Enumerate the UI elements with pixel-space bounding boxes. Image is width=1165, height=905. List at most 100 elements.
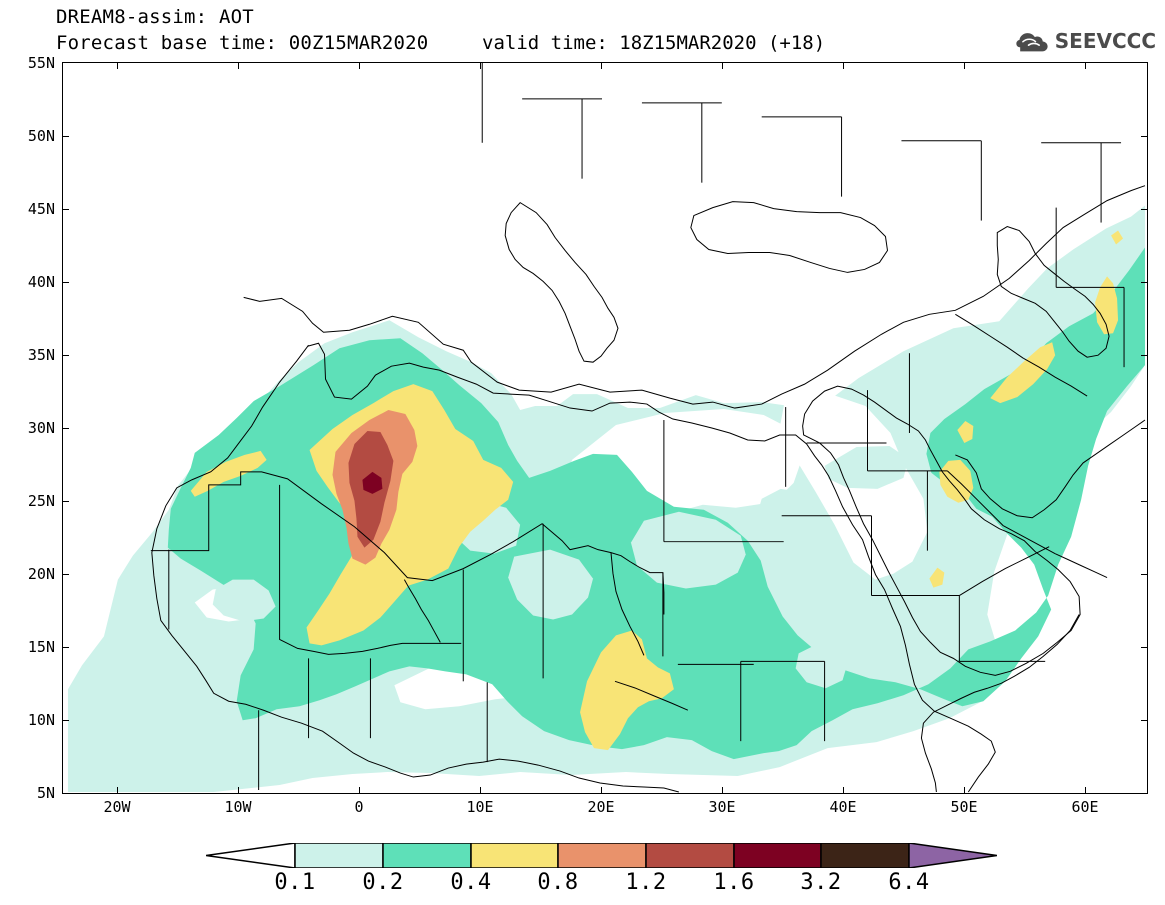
border-21: [1054, 553, 1108, 579]
aot-clear-0-2-arabia-north: [824, 445, 909, 489]
colorbar-bin-1-6: [733, 843, 822, 868]
tick-top-0: [359, 62, 360, 69]
border-34: [614, 680, 689, 711]
aot-level-1-6: [362, 471, 383, 494]
tick-top-30E: [722, 62, 723, 69]
tick-right-20N: [1141, 574, 1148, 575]
tick-bottom-20E: [601, 787, 602, 794]
tick-bottom-60E: [1085, 787, 1086, 794]
colorbar-svg: [206, 843, 997, 868]
lon-label-10E: 10E: [466, 798, 494, 816]
lon-label-0: 0: [354, 798, 364, 816]
forecast-base-time: Forecast base time: 00Z15MAR2020: [56, 32, 429, 54]
tick-left-10N: [62, 720, 69, 721]
tick-left-15N: [62, 647, 69, 648]
north-africa-coast: [307, 342, 996, 793]
legend-label-0-2: 0.2: [362, 870, 404, 895]
tick-right-45N: [1141, 209, 1148, 210]
aot-level-0-4-caspian: [1095, 276, 1119, 335]
colorbar-bin-0-1: [294, 843, 384, 868]
cloud-icon: [1016, 33, 1048, 52]
legend-label-0-4: 0.4: [450, 870, 492, 895]
tick-left-35N: [62, 355, 69, 356]
lat-label-5N: 5N: [36, 784, 55, 802]
border-3: [403, 579, 441, 643]
lat-label-40N: 40N: [27, 273, 55, 291]
tick-bottom-0: [359, 787, 360, 794]
legend-label-1-2: 1.2: [625, 870, 667, 895]
tick-bottom-40E: [843, 787, 844, 794]
tick-top-10W: [238, 62, 239, 69]
border-9: [610, 552, 645, 656]
lat-label-20N: 20N: [27, 565, 55, 583]
border-20: [1003, 525, 1056, 555]
aot-fields: [63, 63, 1146, 793]
black-sea-coast: [690, 201, 888, 273]
colorbar-under-triangle: [206, 843, 296, 868]
aot-level-0-2: [167, 247, 1146, 760]
legend-label-6-4: 6.4: [888, 870, 930, 895]
map-frame: [62, 62, 1148, 794]
tick-left-20N: [62, 574, 69, 575]
tick-top-20W: [117, 62, 118, 69]
tick-right-10N: [1141, 720, 1148, 721]
border-1: [150, 471, 665, 615]
colorbar-bin-3-2: [820, 843, 910, 868]
lat-label-55N: 55N: [27, 54, 55, 72]
logo-text: SEEVCCC: [1054, 29, 1156, 53]
coastlines: [151, 185, 1146, 793]
tick-right-40N: [1141, 282, 1148, 283]
tick-right-15N: [1141, 647, 1148, 648]
lon-label-50E: 50E: [950, 798, 978, 816]
colorbar-bin-0-8: [557, 843, 647, 868]
tick-right-25N: [1141, 501, 1148, 502]
tick-left-45N: [62, 209, 69, 210]
tick-right-50N: [1141, 136, 1148, 137]
tick-top-50E: [964, 62, 965, 69]
legend-label-0-8: 0.8: [537, 870, 579, 895]
tick-top-40E: [843, 62, 844, 69]
lat-label-15N: 15N: [27, 638, 55, 656]
border-25: [955, 313, 1024, 359]
border-26: [1022, 357, 1088, 397]
lat-label-10N: 10N: [27, 711, 55, 729]
tick-top-60E: [1085, 62, 1086, 69]
lat-label-35N: 35N: [27, 346, 55, 364]
tick-left-50N: [62, 136, 69, 137]
lat-label-30N: 30N: [27, 419, 55, 437]
border-2: [279, 484, 462, 655]
aot-clear-0-2-chad: [508, 549, 594, 620]
tick-right-30N: [1141, 428, 1148, 429]
tick-top-20E: [601, 62, 602, 69]
lon-label-40E: 40E: [829, 798, 857, 816]
aot-clear-0-2-west: [212, 579, 276, 622]
seevccc-logo: SEEVCCC: [1016, 24, 1156, 58]
lon-label-60E: 60E: [1071, 798, 1099, 816]
aot-clear-0-2-horn: [795, 643, 848, 689]
italy-coast: [504, 201, 619, 363]
borders: [150, 63, 1125, 791]
aot-clear-0-2-egypt: [756, 488, 814, 544]
atlantic-coast: [151, 344, 679, 793]
lon-label-20E: 20E: [587, 798, 615, 816]
aot-clear-0-2-sudan: [630, 511, 746, 589]
tick-bottom-20W: [117, 787, 118, 794]
lon-label-30E: 30E: [708, 798, 736, 816]
tick-bottom-10W: [238, 787, 239, 794]
colorbar: [206, 843, 997, 868]
lat-label-25N: 25N: [27, 492, 55, 510]
tick-bottom-30E: [722, 787, 723, 794]
tick-left-40N: [62, 282, 69, 283]
tick-left-25N: [62, 501, 69, 502]
colorbar-over-triangle: [908, 843, 997, 868]
valid-time: valid time: 18Z15MAR2020 (+18): [482, 32, 826, 54]
aot-level-0-4-caucasus: [1111, 230, 1124, 245]
red-sea-east: [802, 385, 1081, 676]
colorbar-bin-0-2: [382, 843, 472, 868]
lon-label-10W: 10W: [224, 798, 252, 816]
tick-left-30N: [62, 428, 69, 429]
lat-label-50N: 50N: [27, 127, 55, 145]
lon-label-20W: 20W: [103, 798, 131, 816]
persian-gulf-coast: [955, 419, 1146, 519]
